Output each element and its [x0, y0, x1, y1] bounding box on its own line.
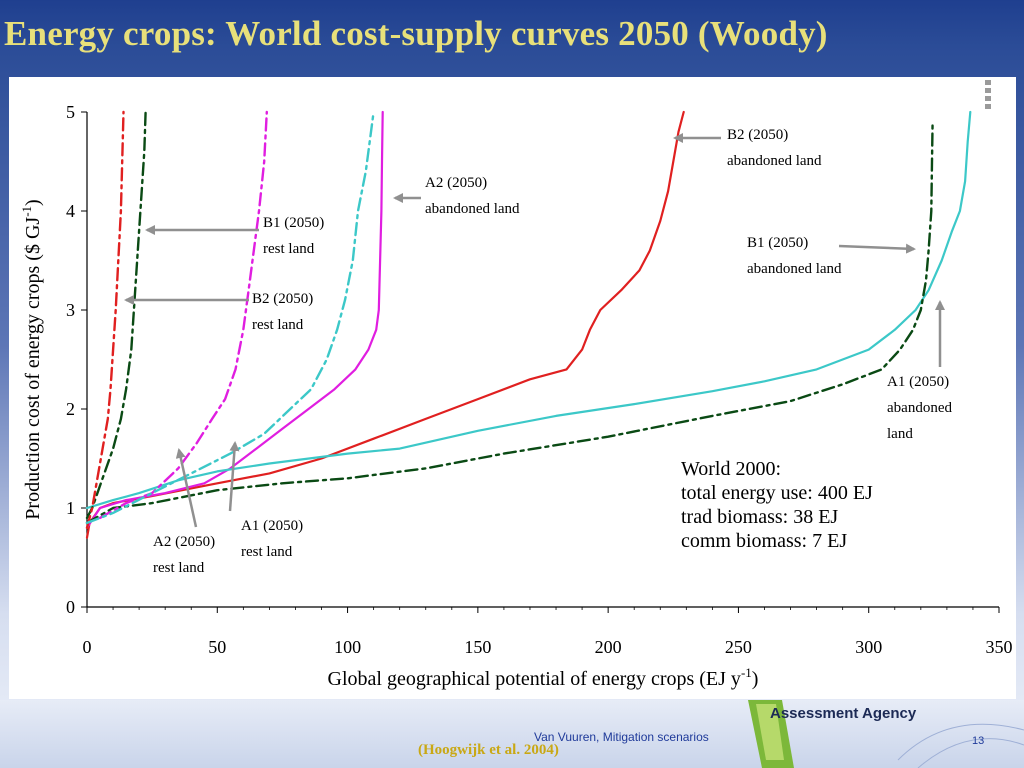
x-tick-label: 0 [83, 637, 92, 657]
y-tick-label: 0 [66, 597, 75, 617]
series-line-3 [85, 110, 972, 510]
page-number: 13 [972, 735, 985, 747]
x-tick-label: 200 [595, 637, 622, 657]
annotation-label-1: B2 (2050) [727, 127, 788, 143]
annotation-arrow-7 [228, 441, 240, 512]
annotation-label-3: rest land [263, 241, 315, 257]
info-box-line-1: World 2000: [681, 458, 781, 480]
series-line-7 [98, 110, 268, 520]
x-tick-label: 350 [986, 637, 1013, 657]
annotation-label-3: B1 (2050) [263, 215, 324, 231]
logo-swoosh [897, 723, 1024, 761]
info-box-line-4: comm biomass: 7 EJ [681, 530, 847, 552]
y-tick-label: 3 [66, 300, 75, 320]
annotation-label-6: A1 (2050) [887, 374, 949, 390]
annotation-arrow-4 [838, 243, 916, 254]
annotation-label-6: land [887, 426, 913, 442]
annotation-label-1: abandoned land [727, 153, 822, 169]
annotation-label-8: A2 (2050) [153, 534, 215, 550]
footer-author: Van Vuuren, Mitigation scenarios [534, 730, 709, 744]
annotation-label-4: B1 (2050) [747, 235, 808, 251]
y-tick-label: 5 [66, 102, 75, 122]
annotation-label-2: A2 (2050) [425, 175, 487, 191]
series-line-8 [85, 110, 375, 525]
x-tick-label: 150 [464, 637, 491, 657]
annotation-label-6: abandoned [887, 400, 952, 416]
annotation-label-7: A1 (2050) [241, 518, 303, 534]
y-tick-label: 1 [66, 498, 75, 518]
annotation-label-7: rest land [241, 544, 293, 560]
info-box-line-2: total energy use: 400 EJ [681, 482, 873, 504]
x-axis-label: Global geographical potential of energy … [328, 665, 759, 690]
y-axis-label: Production cost of energy crops ($ GJ-1) [19, 199, 44, 519]
citation: (Hoogwijk et al. 2004) [418, 742, 559, 758]
x-tick-label: 100 [334, 637, 361, 657]
series-line-4 [85, 120, 934, 525]
footer-bar [0, 700, 1024, 768]
logo-swoosh-2 [917, 738, 1024, 768]
logo-text: Assessment Agency [770, 705, 917, 722]
x-tick-label: 300 [855, 637, 882, 657]
annotation-label-5: rest land [252, 317, 304, 333]
series-line-6 [85, 110, 125, 529]
annotation-label-2: abandoned land [425, 201, 520, 217]
x-tick-label: 50 [208, 637, 226, 657]
slide-title: Energy crops: World cost-supply curves 2… [4, 14, 828, 53]
annotation-arrow-8 [175, 448, 198, 528]
info-box-line-3: trad biomass: 38 EJ [681, 506, 838, 528]
series-line-5 [85, 110, 147, 520]
annotation-label-8: rest land [153, 560, 205, 576]
annotation-label-4: abandoned land [747, 261, 842, 277]
chart-panel: 0 1 2 3 4 5 0 50 100 150 200 250 300 350 Global geogra… [9, 77, 1016, 699]
agency-logo [748, 700, 1024, 768]
series-line-2 [85, 110, 384, 529]
y-tick-label: 2 [66, 399, 75, 419]
logo-leaf-highlight [756, 704, 784, 760]
more-menu-icon[interactable] [984, 80, 992, 110]
y-tick-label: 4 [66, 201, 75, 221]
annotation-label-5: B2 (2050) [252, 291, 313, 307]
x-tick-label: 250 [725, 637, 752, 657]
